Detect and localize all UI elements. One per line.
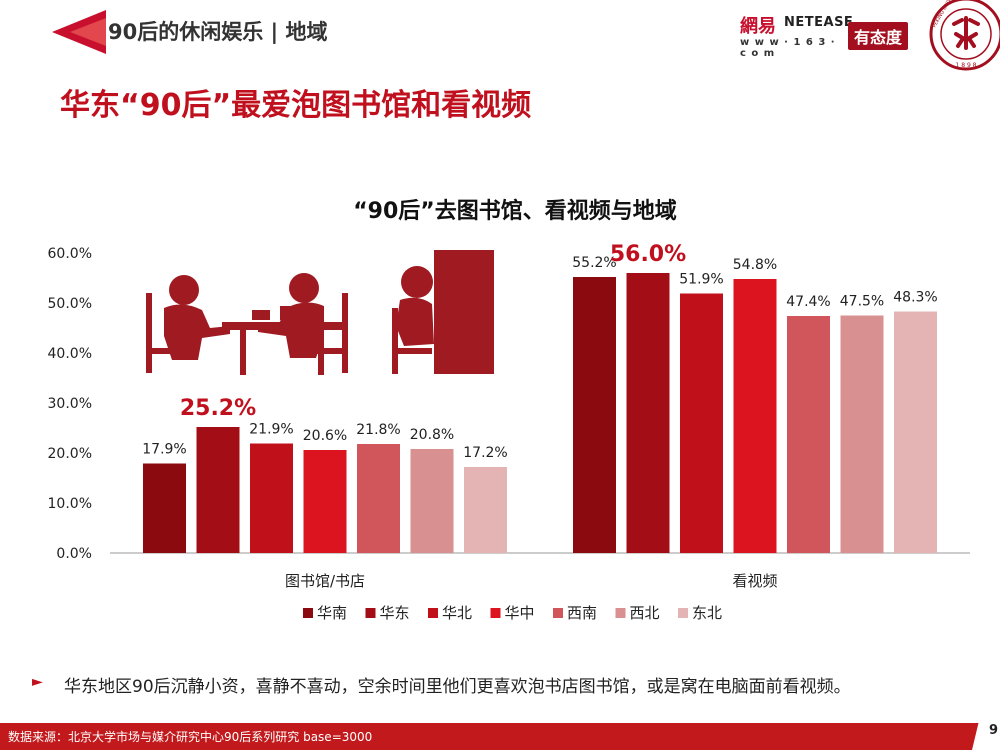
y-tick-label: 30.0% [48, 396, 92, 412]
x-category-label: 看视频 [732, 572, 777, 590]
legend-label: 西南 [567, 604, 597, 622]
note-bullet-icon: ► [32, 674, 43, 690]
legend-swatch [490, 608, 501, 618]
legend-swatch [678, 608, 688, 618]
data-label: 21.8% [356, 422, 400, 438]
slide-title: 华东“90后”最爱泡图书馆和看视频 [60, 88, 532, 123]
data-label: 54.8% [733, 257, 777, 273]
bar-chart: “90后”去图书馆、看视频与地域 0.0% 10.0% 20.0% 30.0% 40.0%… [48, 198, 970, 622]
bar [196, 427, 240, 553]
x-category-label: 图书馆/书店 [285, 572, 365, 590]
footer-bar: 数据来源：北京大学市场与媒介研究中心90后系列研究 base=3000 9 [0, 715, 1000, 750]
y-tick-label: 40.0% [48, 346, 92, 362]
data-source: 数据来源：北京大学市场与媒介研究中心90后系列研究 base=3000 [8, 730, 373, 744]
page-number: 9 [988, 723, 998, 738]
legend-swatch [428, 608, 438, 618]
youtaidu-logo[interactable]: 有态度 [848, 22, 909, 50]
legend-label: 华南 [317, 604, 347, 622]
bar [680, 293, 723, 553]
data-label: 20.8% [410, 427, 454, 443]
legend-swatch [365, 608, 376, 618]
legend-label: 华北 [442, 604, 472, 622]
y-tick-label: 50.0% [48, 296, 92, 312]
y-tick-label: 0.0% [56, 546, 92, 562]
y-tick-label: 60.0% [48, 246, 92, 262]
data-label: 25.2% [180, 396, 256, 421]
data-label: 51.9% [679, 272, 723, 288]
data-label: 55.2% [572, 255, 616, 271]
y-tick-label: 10.0% [48, 496, 92, 512]
bar [303, 450, 347, 553]
chart-title: “90后”去图书馆、看视频与地域 [353, 198, 677, 224]
legend-swatch [553, 608, 563, 618]
bar [250, 443, 293, 553]
bar [894, 311, 937, 553]
data-label: 20.6% [303, 428, 347, 444]
section-title: 90后的休闲娱乐 | 地域 [108, 20, 328, 44]
bar [464, 467, 507, 553]
data-label: 17.9% [142, 442, 186, 458]
legend-label: 西北 [630, 604, 660, 622]
data-label: 48.3% [893, 290, 937, 306]
legend-label: 东北 [692, 604, 722, 622]
legend-label: 华中 [505, 604, 535, 622]
bar [626, 273, 670, 553]
data-label: 47.5% [840, 294, 884, 310]
bar [733, 279, 777, 553]
bar [410, 449, 454, 553]
svg-text:1 8 9 8: 1 8 9 8 [956, 62, 977, 69]
summary-note: 华东地区90后沉静小资，喜静不喜动，空余时间里他们更喜欢泡书店图书馆，或是窝在电… [64, 677, 851, 697]
bar [787, 316, 830, 553]
bar [357, 444, 400, 553]
bar [573, 277, 616, 553]
bar [143, 463, 186, 553]
legend-label: 华东 [380, 604, 410, 622]
data-label: 21.9% [249, 422, 293, 438]
netease-logo[interactable]: 網易 NETEASE w w w · 1 6 3 · c o m [740, 15, 854, 59]
data-label: 17.2% [463, 445, 507, 461]
library-readers-illustration [146, 250, 494, 375]
y-tick-label: 20.0% [48, 446, 92, 462]
legend-swatch [615, 608, 626, 618]
header-arrow-icon [52, 10, 106, 54]
peking-university-seal: 1 8 9 8 PEKING UNIVERSITY [929, 0, 1000, 71]
data-label: 56.0% [610, 242, 686, 267]
bar [840, 315, 884, 553]
legend-swatch [303, 608, 313, 618]
data-label: 47.4% [786, 294, 830, 310]
